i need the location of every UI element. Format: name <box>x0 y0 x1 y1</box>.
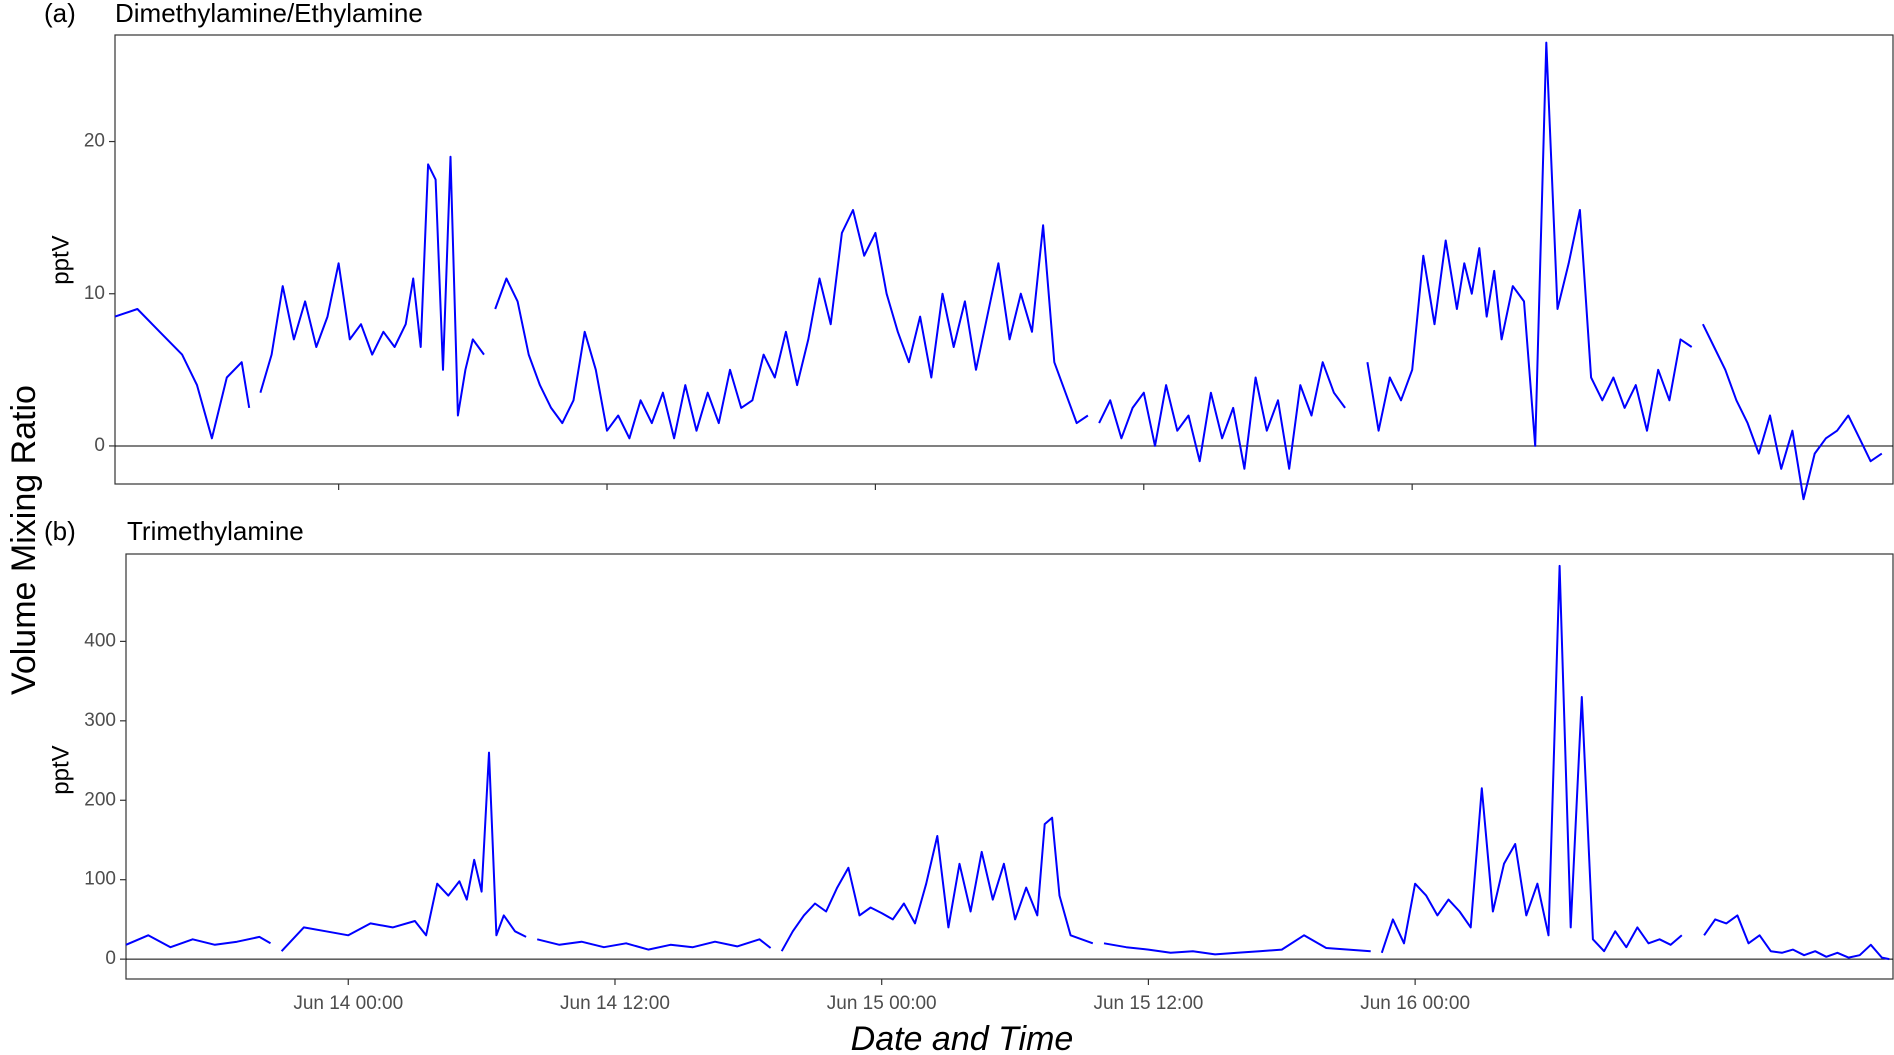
panel-b-series-line <box>1703 914 1890 961</box>
panel-a-series-line <box>1098 361 1346 470</box>
x-axis-label: Date and Time <box>851 1020 1074 1055</box>
panel-a-series-line <box>494 209 1089 440</box>
panel-b-y-tick-label: 100 <box>84 869 116 890</box>
panel-a-title: Dimethylamine/Ethylamine <box>115 0 423 28</box>
x-tick-label: Jun 16 00:00 <box>1360 993 1470 1014</box>
panel-a-y-tick-label: 0 <box>94 435 105 456</box>
panel-b-series-line <box>280 751 527 952</box>
x-tick-label: Jun 14 00:00 <box>293 993 403 1014</box>
panel-a-series-line <box>1366 41 1693 447</box>
panel-b-title: Trimethylamine <box>127 516 304 546</box>
panel-a-series-line <box>1702 323 1883 501</box>
x-tick-label: Jun 15 00:00 <box>827 993 937 1014</box>
panel-b: (b) Trimethylamine pptV 0 100 200 300 400 Ju… <box>44 516 1894 1014</box>
panel-a: (a) Dimethylamine/Ethylamine pptV 0 10 20 <box>44 0 1894 501</box>
panel-b-frame <box>125 553 1894 980</box>
panel-a-y-tick-label: 10 <box>84 283 105 304</box>
panel-a-letter: (a) <box>44 0 76 28</box>
panel-b-series-line <box>125 934 271 949</box>
panel-b-letter: (b) <box>44 516 76 546</box>
panel-b-y-tick-label: 400 <box>84 630 116 651</box>
panel-a-y-axis-label: pptV <box>47 235 74 284</box>
panel-b-y-axis-label: pptV <box>47 745 74 794</box>
panel-b-y-tick-label: 0 <box>105 948 116 969</box>
panel-b-series-line <box>1103 934 1371 956</box>
x-tick-label: Jun 15 12:00 <box>1093 993 1203 1014</box>
panel-a-series-line <box>114 308 251 440</box>
panel-b-series-line <box>1380 564 1683 954</box>
panel-a-y-tick-label: 20 <box>84 131 105 152</box>
shared-y-axis-label: Volume Mixing Ratio <box>5 385 43 695</box>
panel-b-series-line <box>536 938 772 951</box>
panel-a-frame <box>114 34 1894 485</box>
panel-b-y-tick-label: 300 <box>84 710 116 731</box>
panel-b-y-tick-label: 200 <box>84 789 116 810</box>
x-tick-label: Jun 14 12:00 <box>560 993 670 1014</box>
panel-b-series-line <box>780 816 1094 952</box>
panel-a-series-line <box>259 155 485 417</box>
